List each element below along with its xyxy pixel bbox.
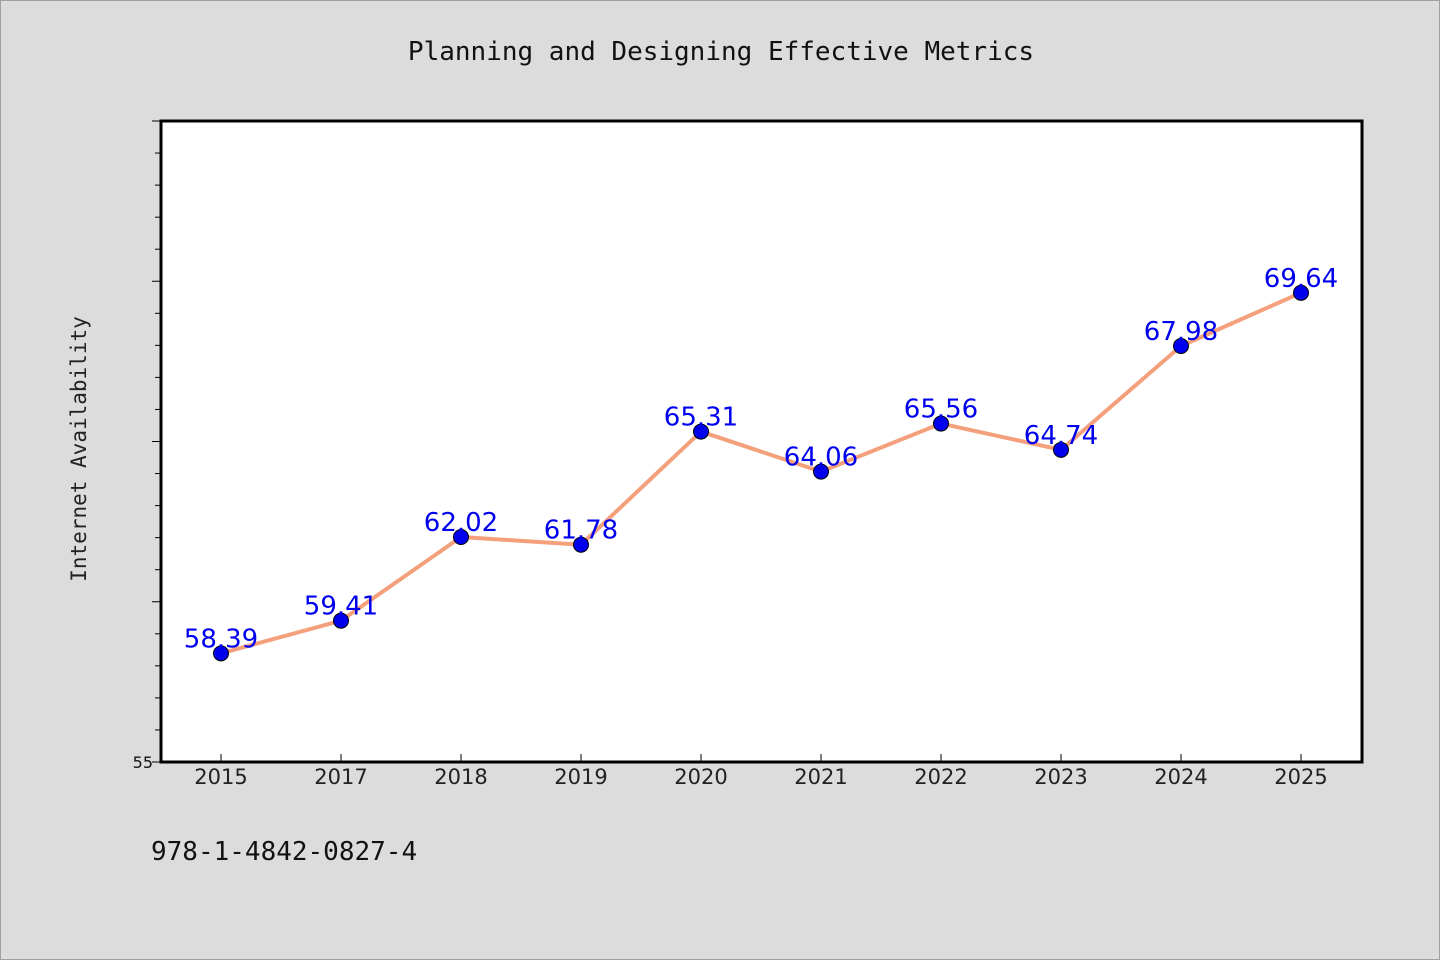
data-label: 65.56 [904,395,978,425]
chart-title: Planning and Designing Effective Metrics [407,37,1035,67]
x-tick-label: 2022 [914,765,967,789]
x-tick-label: 2019 [554,765,607,789]
data-point [453,529,469,546]
x-axis-ticks: 2015 2017 2018 2019 2020 2021 2022 2023 2024 2025 [194,754,1328,789]
plot-area [159,119,1364,764]
data-label: 64.74 [1024,421,1098,451]
data-label: 67.98 [1144,317,1218,347]
data-label: 58.39 [184,624,258,654]
x-tick-label: 2015 [194,765,247,789]
data-point [573,536,589,553]
x-tick-label: 2017 [314,765,367,789]
data-label: 62.02 [424,508,498,538]
x-tick-label: 2024 [1154,765,1207,789]
data-label: 61.78 [544,516,618,546]
data-point [213,645,229,662]
data-point [1293,284,1309,301]
x-tick-label: 2018 [434,765,487,789]
series-line [219,290,1303,656]
data-point [1173,337,1189,354]
y-axis-ticks: 55 [133,120,161,772]
data-point [933,415,949,432]
isbn-text: 978-1-4842-0827-4 [151,837,418,867]
data-label: 64.06 [784,443,858,473]
data-point [813,463,829,480]
data-point [693,423,709,440]
x-tick-label: 2025 [1274,765,1327,789]
data-label: 65.31 [664,403,738,433]
series-layer: 58.39 59.41 62.02 61.78 65.31 64.06 65.56 64.74… [184,264,1338,662]
data-point [333,612,349,629]
x-tick-label: 2021 [794,765,847,789]
x-tick-label: 2020 [674,765,727,789]
data-label: 69.64 [1264,264,1338,294]
data-label: 59.41 [304,592,378,622]
x-tick-label: 2023 [1034,765,1087,789]
data-point [1053,441,1069,458]
y-tick-label: 55 [133,753,153,772]
